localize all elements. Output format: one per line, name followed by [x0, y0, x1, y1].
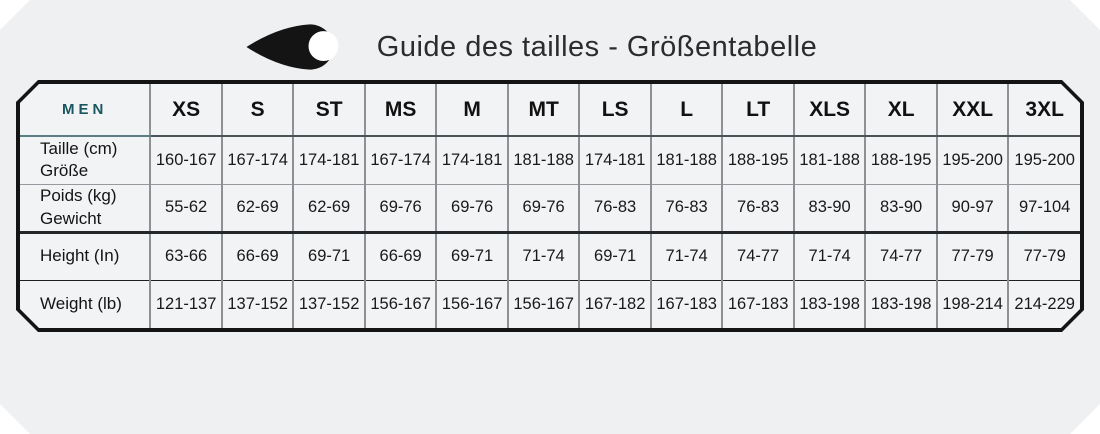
header: Guide des tailles - Größentabelle	[0, 14, 1060, 80]
size-value-cell: 62-69	[293, 184, 365, 232]
row-label: Poids (kg) Gewicht	[40, 186, 117, 228]
size-value-cell: 167-182	[579, 280, 651, 328]
size-value-cell: 167-174	[222, 136, 294, 184]
size-value-cell: 69-71	[293, 232, 365, 280]
size-value-cell: 66-69	[222, 232, 294, 280]
size-value-cell: 137-152	[293, 280, 365, 328]
size-column-header-3xl: 3XL	[1008, 84, 1080, 136]
size-value-cell: 77-79	[1008, 232, 1080, 280]
size-value-cell: 156-167	[508, 280, 580, 328]
size-value-cell: 198-214	[937, 280, 1009, 328]
size-column-header-xs: XS	[150, 84, 222, 136]
size-value-cell: 167-183	[722, 280, 794, 328]
size-value-cell: 167-174	[365, 136, 437, 184]
size-column-header-m: M	[436, 84, 508, 136]
size-value-cell: 83-90	[865, 184, 937, 232]
size-value-cell: 74-77	[865, 232, 937, 280]
size-value-cell: 71-74	[651, 232, 723, 280]
size-table: MEN XS S ST MS M MT LS L LT XLS XL XXL 3XL Taille (cm…	[20, 84, 1080, 328]
size-value-cell: 183-198	[794, 280, 866, 328]
size-value-cell: 62-69	[222, 184, 294, 232]
table-row: Poids (kg) Gewicht 55-62 62-69 62-69 69-76 69-…	[20, 184, 1080, 232]
size-value-cell: 97-104	[1008, 184, 1080, 232]
size-value-cell: 167-183	[651, 280, 723, 328]
size-value-cell: 214-229	[1008, 280, 1080, 328]
size-value-cell: 76-83	[651, 184, 723, 232]
size-value-cell: 55-62	[150, 184, 222, 232]
size-column-header-st: ST	[293, 84, 365, 136]
size-value-cell: 188-195	[722, 136, 794, 184]
size-value-cell: 63-66	[150, 232, 222, 280]
corner-label-men: MEN	[20, 84, 150, 136]
size-value-cell: 156-167	[365, 280, 437, 328]
size-value-cell: 77-79	[937, 232, 1009, 280]
size-value-cell: 188-195	[865, 136, 937, 184]
size-column-header-xl: XL	[865, 84, 937, 136]
size-value-cell: 195-200	[1008, 136, 1080, 184]
size-value-cell: 181-188	[508, 136, 580, 184]
size-value-cell: 160-167	[150, 136, 222, 184]
row-label: Taille (cm) Größe	[40, 138, 118, 181]
size-value-cell: 69-76	[365, 184, 437, 232]
size-column-header-ls: LS	[579, 84, 651, 136]
size-value-cell: 90-97	[937, 184, 1009, 232]
size-column-header-lt: LT	[722, 84, 794, 136]
table-row: Taille (cm) Größe 160-167 167-174 174-181 167…	[20, 136, 1080, 184]
row-label: Weight (lb)	[40, 294, 122, 314]
size-value-cell: 66-69	[365, 232, 437, 280]
size-value-cell: 121-137	[150, 280, 222, 328]
size-value-cell: 76-83	[722, 184, 794, 232]
size-value-cell: 69-76	[508, 184, 580, 232]
size-column-header-l: L	[651, 84, 723, 136]
size-value-cell: 71-74	[794, 232, 866, 280]
size-table-frame-wrap: MEN XS S ST MS M MT LS L LT XLS XL XXL 3XL Taille (cm…	[0, 80, 1100, 332]
page-title: Guide des tailles - Größentabelle	[376, 30, 818, 63]
size-value-cell: 156-167	[436, 280, 508, 328]
size-value-cell: 174-181	[293, 136, 365, 184]
size-value-cell: 181-188	[651, 136, 723, 184]
size-value-cell: 174-181	[436, 136, 508, 184]
size-value-cell: 174-181	[579, 136, 651, 184]
table-row: Weight (lb) 121-137 137-152 137-152 156-167 1…	[20, 280, 1080, 328]
size-column-header-xls: XLS	[794, 84, 866, 136]
row-label: Height (In)	[40, 246, 120, 266]
size-value-cell: 183-198	[865, 280, 937, 328]
size-column-header-xxl: XXL	[937, 84, 1009, 136]
size-value-cell: 69-71	[579, 232, 651, 280]
table-row: Height (In) 63-66 66-69 69-71 66-69 69-71 71-7…	[20, 232, 1080, 280]
size-column-header-ms: MS	[365, 84, 437, 136]
size-table-frame: MEN XS S ST MS M MT LS L LT XLS XL XXL 3XL Taille (cm…	[16, 80, 1084, 332]
size-value-cell: 195-200	[937, 136, 1009, 184]
size-table-inner: MEN XS S ST MS M MT LS L LT XLS XL XXL 3XL Taille (cm…	[20, 84, 1080, 328]
size-column-header-mt: MT	[508, 84, 580, 136]
brand-teardrop-logo-icon	[243, 18, 355, 76]
size-value-cell: 181-188	[794, 136, 866, 184]
size-value-cell: 83-90	[794, 184, 866, 232]
size-column-header-s: S	[222, 84, 294, 136]
size-value-cell: 137-152	[222, 280, 294, 328]
size-value-cell: 71-74	[508, 232, 580, 280]
size-value-cell: 74-77	[722, 232, 794, 280]
size-value-cell: 76-83	[579, 184, 651, 232]
size-table-header-row: MEN XS S ST MS M MT LS L LT XLS XL XXL 3XL	[20, 84, 1080, 136]
size-value-cell: 69-76	[436, 184, 508, 232]
size-value-cell: 69-71	[436, 232, 508, 280]
